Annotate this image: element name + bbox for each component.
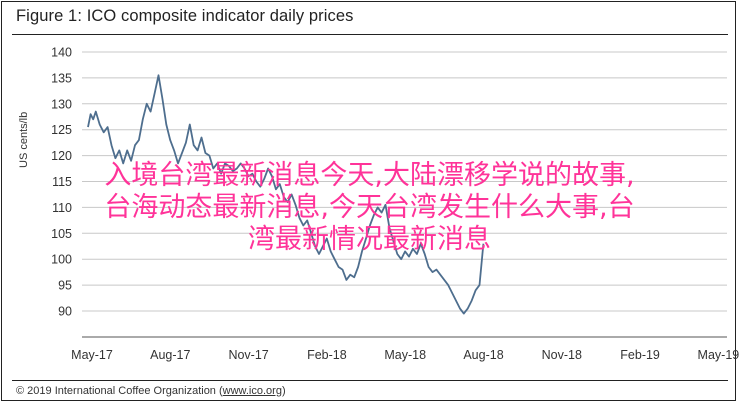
y-tick-label: 100 <box>51 253 72 267</box>
x-tick-label: Nov-18 <box>542 348 582 362</box>
y-tick-label: 130 <box>51 97 72 111</box>
x-tick-label: May-18 <box>384 348 426 362</box>
x-tick-label: Feb-18 <box>307 348 347 362</box>
x-tick-label: Aug-17 <box>150 348 190 362</box>
x-tick-label: Aug-18 <box>463 348 503 362</box>
y-tick-label: 110 <box>52 201 72 215</box>
x-tick-label: Nov-17 <box>228 348 268 362</box>
y-tick-labels: 90 95 100 105 110 115 120 125 130 135 140 <box>51 46 72 319</box>
overlay-text-line-1: 入境台湾最新消息今天,大陆漂移学说的故事, <box>104 160 635 191</box>
y-tick-label: 120 <box>51 149 72 163</box>
overlay-text-line-2: 台海动态最新消息,今天台湾发生什么大事,台 <box>104 192 635 223</box>
series-group <box>87 74 485 315</box>
x-tick-label: Feb-19 <box>620 348 660 362</box>
y-tick-label: 125 <box>51 123 72 137</box>
footer-divider <box>12 380 728 381</box>
y-tick-label: 115 <box>52 175 72 189</box>
y-tick-label: 135 <box>51 71 72 85</box>
x-tick-labels: May-17 Aug-17 Nov-17 Feb-18 May-18 Aug-18 Nov-… <box>71 348 739 362</box>
x-tick-label: May-19 <box>698 348 739 362</box>
footer-close: ) <box>281 385 286 397</box>
y-tick-label: 95 <box>58 279 72 293</box>
y-tick-label: 90 <box>58 305 72 319</box>
y-tick-label: 105 <box>51 227 72 241</box>
footer-link[interactable]: www.ico.org <box>222 385 282 397</box>
overlay-text-line-3: 湾最新情况最新消息 <box>248 224 491 255</box>
y-tick-label: 140 <box>51 46 72 60</box>
title-divider <box>12 34 728 35</box>
chart-title: Figure 1: ICO composite indicator daily … <box>16 7 354 25</box>
footer-credit: © 2019 International Coffee Organization… <box>16 385 286 397</box>
series-line <box>87 74 485 315</box>
x-tick-label: May-17 <box>71 348 113 362</box>
footer-copyright: © 2019 International Coffee Organization… <box>16 385 223 397</box>
